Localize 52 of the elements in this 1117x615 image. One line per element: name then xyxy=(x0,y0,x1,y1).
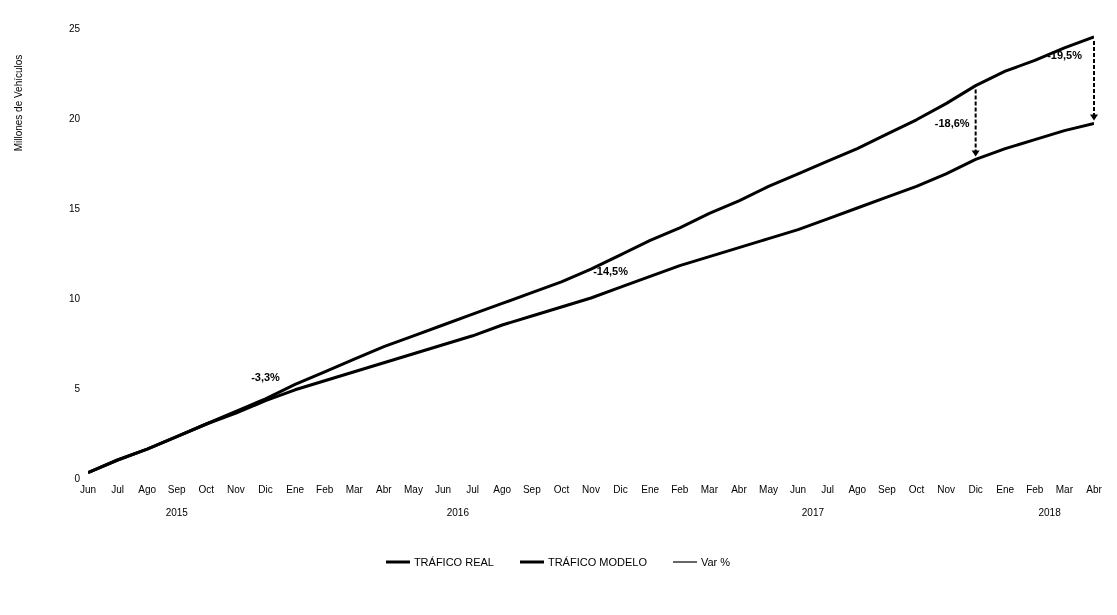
x-tick-label: Ene xyxy=(286,484,305,496)
x-tick-label: Jun xyxy=(790,484,807,496)
x-tick-label: Jul xyxy=(821,484,835,496)
x-tick-label: Nov xyxy=(227,484,245,496)
x-tick-label: Dic xyxy=(258,484,273,496)
text: 2015 xyxy=(165,507,189,518)
annotation: -3,3% xyxy=(251,370,281,383)
x-tick-label: Feb xyxy=(671,484,689,496)
x-tick-label: Jun xyxy=(79,484,97,496)
y-tick-label: 25 xyxy=(68,22,81,34)
x-tick-label: May xyxy=(759,484,778,496)
x-tick-label: Sep xyxy=(167,484,187,496)
legend-label: Var % xyxy=(700,556,731,568)
y-tick-label: 0 xyxy=(74,472,81,484)
x-tick-label: Oct xyxy=(198,484,215,496)
x-tick-label: Nov xyxy=(937,484,955,496)
annotation: -14,5% xyxy=(593,265,629,277)
x-tick-label: Mar xyxy=(700,484,719,496)
x-tick-label: Ago xyxy=(138,484,157,496)
x-tick-label: Ago xyxy=(848,484,867,496)
x-tick-label: Mar xyxy=(345,484,364,496)
y-tick-label: 15 xyxy=(68,202,81,214)
x-tick-label: Mar xyxy=(1055,484,1074,496)
y-tick-label: 20 xyxy=(68,112,81,124)
x-tick-label: Dic xyxy=(968,484,983,496)
x-tick-label: Nov xyxy=(582,484,600,496)
text: 2016 xyxy=(446,507,470,518)
x-tick-label: Abr xyxy=(376,484,393,496)
x-tick-label: Ene xyxy=(996,484,1015,496)
x-tick-label: Dic xyxy=(613,484,628,496)
x-tick-label: Jul xyxy=(466,484,480,496)
x-tick-label: Oct xyxy=(908,484,925,496)
x-tick-label: Sep xyxy=(522,484,542,496)
x-tick-label: Jun xyxy=(435,484,452,496)
x-tick-label: Ago xyxy=(493,484,512,496)
legend-label: TRÁFICO REAL xyxy=(413,556,494,568)
text: 2017 xyxy=(801,507,825,518)
x-tick-label: Abr xyxy=(1086,484,1103,496)
x-tick-label: Oct xyxy=(553,484,570,496)
y-axis-title: Millones de Vehículos xyxy=(12,54,24,152)
annotation: -18,6% xyxy=(934,116,970,129)
legend-label: TRÁFICO MODELO xyxy=(547,556,647,568)
x-tick-label: Ene xyxy=(641,484,660,496)
x-tick-label: May xyxy=(404,484,423,496)
x-tick-label: Abr xyxy=(731,484,748,496)
x-tick-label: Sep xyxy=(877,484,897,496)
x-tick-label: Feb xyxy=(1026,484,1044,496)
x-tick-label: Jul xyxy=(111,484,124,496)
y-tick-label: 10 xyxy=(68,292,81,304)
x-tick-label: Feb xyxy=(316,484,334,496)
y-tick-label: 5 xyxy=(74,382,81,394)
text: 2018 xyxy=(1038,507,1062,518)
